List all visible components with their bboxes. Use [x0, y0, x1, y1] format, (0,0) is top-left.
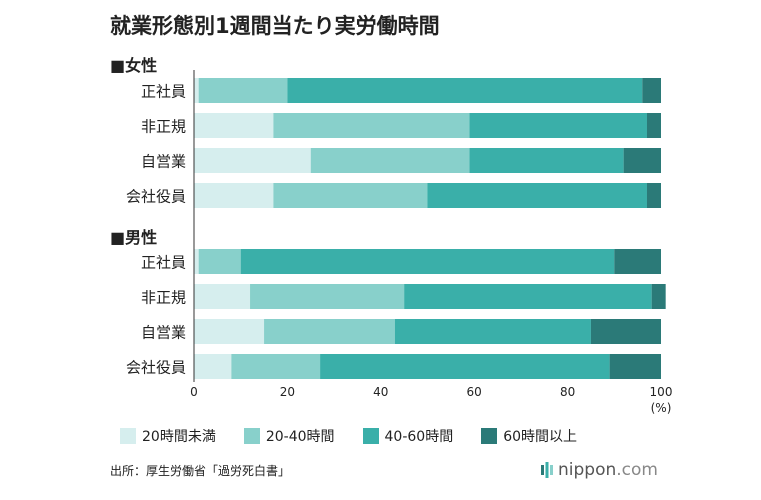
source-note: 出所：厚生労働省「過労死白書」 [110, 464, 291, 478]
bar-segment [250, 284, 405, 309]
bar-segment [590, 319, 661, 344]
x-tick-label: 60 [467, 385, 482, 399]
x-tick-label: 0 [190, 385, 198, 399]
bar-segment [646, 113, 661, 138]
category-label: 非正規 [141, 118, 186, 136]
bar-segment [310, 148, 470, 173]
x-tick-label: 80 [560, 385, 575, 399]
bar-segment [469, 148, 624, 173]
legend: 20時間未満 20-40時間 40-60時間 60時間以上 [120, 426, 605, 446]
legend-swatch-under20 [120, 428, 136, 444]
bar-segment [198, 249, 241, 274]
bar-segment [194, 319, 265, 344]
legend-swatch-over60 [481, 428, 498, 444]
bar-segment [194, 78, 199, 103]
legend-label-over60: 60時間以上 [503, 429, 578, 445]
bar-segment [198, 78, 288, 103]
brand-logo: nippon .com [540, 460, 658, 480]
bar-segment [194, 183, 274, 208]
legend-swatch-20-40 [243, 428, 260, 444]
bar-segment [623, 148, 661, 173]
category-label: 非正規 [141, 289, 186, 307]
category-label: 自営業 [141, 153, 186, 171]
legend-label-under20: 20時間未満 [142, 429, 216, 445]
category-label: 会社役員 [126, 359, 186, 377]
brand-name: nippon [558, 460, 617, 480]
legend-label-40-60: 40-60時間 [384, 429, 454, 445]
section-label-female: ■女性 [110, 56, 158, 75]
bar-segment [273, 113, 470, 138]
bar-segment [614, 249, 661, 274]
bar-segment [642, 78, 661, 103]
chart-title: 就業形態別1週間当たり実労働時間 [110, 14, 440, 38]
bar-segment [194, 113, 274, 138]
legend-item-under20: 20時間未満 [120, 426, 216, 446]
legend-item-20-40: 20-40時間 [243, 426, 335, 446]
bar-segment [264, 319, 395, 344]
x-tick-label: 100 [650, 385, 673, 399]
category-label: 正社員 [141, 83, 186, 101]
category-label: 会社役員 [126, 188, 186, 206]
bar-segment [404, 284, 652, 309]
section-label-male: ■男性 [110, 228, 158, 247]
bar-segment [231, 354, 321, 379]
bar-segment [427, 183, 647, 208]
bar-segment [194, 284, 251, 309]
category-label: 自営業 [141, 324, 186, 342]
bar-segment [194, 249, 199, 274]
x-axis-unit: (%) [651, 401, 672, 415]
bar-segment [469, 113, 647, 138]
legend-label-20-40: 20-40時間 [265, 429, 335, 445]
legend-item-40-60: 40-60時間 [362, 426, 454, 446]
bar-segment [287, 78, 643, 103]
x-tick-label: 40 [373, 385, 388, 399]
legend-swatch-40-60 [362, 428, 379, 444]
bar-segment [646, 183, 661, 208]
bar-segment [194, 354, 232, 379]
brand-mark-icon [541, 462, 553, 478]
bar-segment [651, 284, 666, 309]
category-label: 正社員 [141, 254, 186, 272]
x-tick-label: 20 [280, 385, 295, 399]
bar-segment [194, 148, 311, 173]
bar-segment [320, 354, 610, 379]
bar-segment [273, 183, 428, 208]
legend-item-over60: 60時間以上 [481, 426, 577, 446]
bar-segment [394, 319, 591, 344]
brand-suffix: .com [616, 460, 658, 480]
bar-segment [609, 354, 661, 379]
bar-segment [240, 249, 615, 274]
